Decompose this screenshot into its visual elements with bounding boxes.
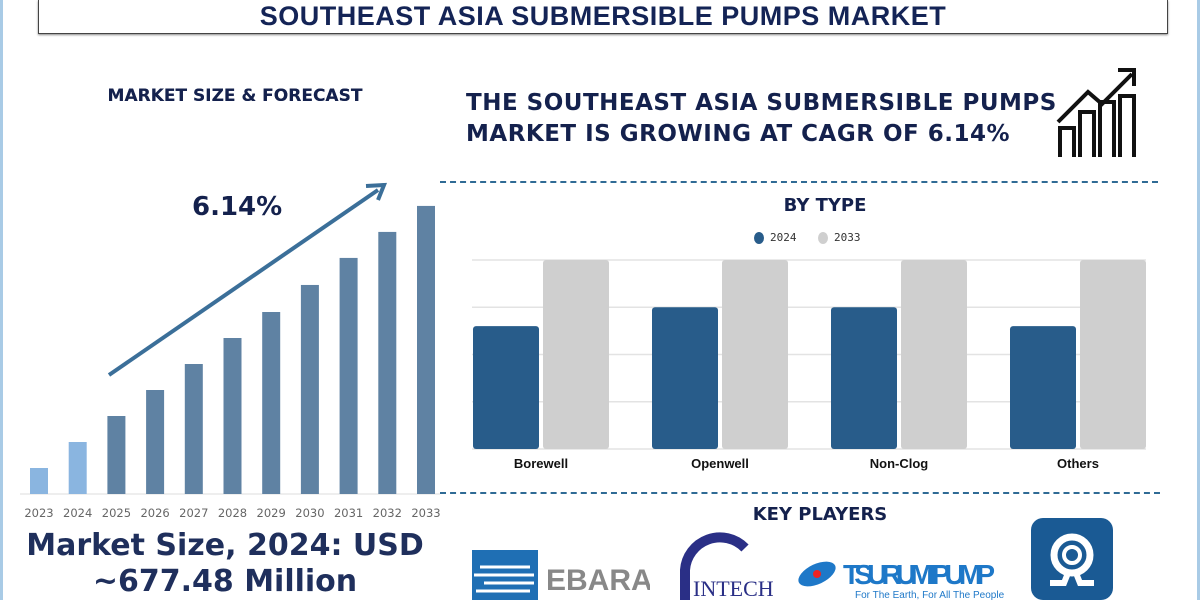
market-size-text: Market Size, 2024: USD ~677.48 Million (26, 528, 424, 599)
market-size-title: MARKET SIZE & FORECAST (107, 86, 363, 106)
tick-label-2026: 2026 (140, 506, 169, 520)
category-label-Openwell: Openwell (691, 456, 749, 471)
bar-2026 (146, 390, 165, 494)
tick-label-2027: 2027 (179, 506, 208, 520)
cagr-headline: THE SOUTHEAST ASIA SUBMERSIBLE PUMPS MAR… (466, 90, 1057, 147)
forecast-chart-title: MARKET SIZE & FORECAST (107, 86, 363, 106)
title-banner: SOUTHEAST ASIA SUBMERSIBLE PUMPS MARKET (38, 0, 1168, 34)
intech-logo: INTECH (680, 532, 774, 600)
svg-text:EBARA: EBARA (546, 564, 650, 597)
svg-text:TSURUMI PUMP: TSURUMI PUMP (843, 559, 995, 590)
legend-swatch (754, 231, 764, 244)
bar-Borewell-2024 (473, 326, 539, 449)
category-label-Others: Others (1057, 456, 1099, 471)
page-title: SOUTHEAST ASIA SUBMERSIBLE PUMPS MARKET (259, 1, 947, 31)
bar-Non-Clog-2033 (901, 260, 967, 449)
by-type-title: BY TYPE (783, 195, 867, 216)
growth-arrow (107, 188, 380, 377)
legend-label: 2024 (770, 231, 797, 244)
bar-2028 (223, 338, 242, 494)
bar-Others-2024 (1010, 326, 1076, 449)
tick-label-2025: 2025 (102, 506, 131, 520)
divider (440, 492, 1160, 494)
bar-Borewell-2033 (543, 260, 609, 449)
tick-label-2032: 2032 (373, 506, 402, 520)
tick-label-2024: 2024 (63, 506, 92, 520)
tsurumi-logo: TSURUMI PUMP For The Earth, For All The … (798, 559, 1005, 600)
bar-2029 (262, 312, 281, 494)
category-label-Non-Clog: Non-Clog (870, 456, 929, 471)
tick-label-2030: 2030 (295, 506, 324, 520)
bar-2025 (107, 416, 126, 494)
bar-2027 (184, 364, 203, 494)
tick-label-2029: 2029 (257, 506, 286, 520)
bar-2030 (300, 284, 319, 494)
tick-label-2033: 2033 (411, 506, 440, 520)
key-players-title: KEY PLAYERS (752, 504, 888, 525)
growth-arrow-head (365, 182, 388, 201)
pump-company-logo (1031, 518, 1113, 600)
bar-Non-Clog-2024 (831, 307, 897, 449)
legend-swatch (818, 231, 828, 244)
tsurumi-tagline: For The Earth, For All The People (855, 590, 1005, 600)
ebara-logo: EBARA (472, 550, 650, 600)
legend-2033: 2033 (818, 231, 861, 244)
bar-Openwell-2033 (722, 260, 788, 449)
tick-label-2028: 2028 (218, 506, 247, 520)
bar-2033 (417, 205, 435, 495)
bar-Openwell-2024 (652, 307, 718, 449)
divider (440, 181, 1158, 183)
category-label-Borewell: Borewell (514, 456, 568, 471)
tick-label-2031: 2031 (334, 506, 363, 520)
legend-2024: 2024 (754, 231, 797, 244)
bar-Others-2033 (1080, 260, 1146, 449)
bar-2031 (339, 257, 358, 494)
bar-2024 (68, 442, 87, 494)
svg-text:INTECH: INTECH (693, 576, 774, 600)
bar-2032 (378, 231, 397, 495)
tick-label-2023: 2023 (24, 506, 53, 520)
cagr-annotation: 6.14% (192, 192, 283, 222)
bar-2023 (30, 468, 48, 494)
legend-label: 2033 (834, 231, 861, 244)
